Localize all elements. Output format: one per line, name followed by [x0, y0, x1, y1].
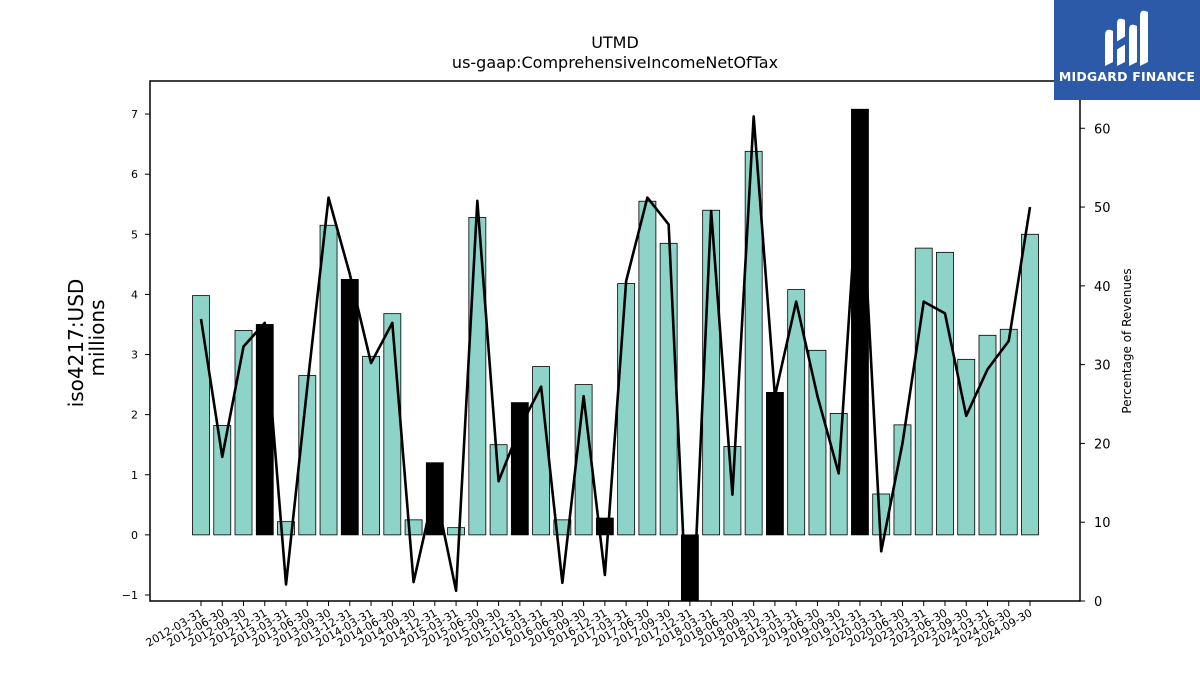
y2-tick-label: 60: [1094, 122, 1111, 137]
bar: [319, 224, 338, 536]
y-tick-label: −1: [122, 589, 138, 602]
y2-tick-label: 50: [1094, 201, 1111, 216]
bar: [213, 425, 232, 536]
brand-name: MIDGARD FINANCE: [1058, 69, 1196, 84]
bar: [192, 295, 210, 536]
percentage-line: [199, 115, 1032, 601]
bar: [553, 519, 572, 536]
bar: [978, 334, 997, 536]
bar: [893, 424, 912, 536]
y-axis: −1 0 1 2 3 4 5 6 7: [122, 108, 150, 602]
y-tick-label: 0: [131, 529, 138, 542]
bar: [362, 355, 380, 536]
bar: [659, 242, 678, 536]
brand-logo: MIDGARD FINANCE: [1054, 0, 1200, 100]
chart-title: UTMD: [591, 33, 639, 52]
y2-tick-label: 20: [1094, 437, 1111, 452]
y-tick-label: 5: [131, 228, 138, 241]
y2-tick-label: 10: [1094, 516, 1111, 531]
y-tick-label: 7: [131, 108, 138, 121]
y-tick-label: 4: [131, 288, 138, 301]
plot-border: [149, 80, 1081, 602]
bar: [787, 289, 806, 536]
bar-highlighted: [340, 278, 359, 536]
y-tick-label: 6: [131, 168, 138, 181]
bar: [489, 444, 508, 536]
midgard-m-icon: [1105, 10, 1148, 67]
bar: [532, 366, 551, 536]
y-axis-units-label: millions: [85, 299, 109, 376]
y2-tick-label: 40: [1094, 280, 1111, 295]
bar: [957, 358, 976, 536]
bar-highlighted: [766, 391, 784, 536]
y2-axis: 0 10 20 30 40 50 60: [1080, 122, 1111, 610]
bar-highlighted: [510, 402, 529, 536]
y-tick-label: 1: [131, 469, 138, 482]
percentage-line-series: [199, 115, 1032, 601]
bar: [447, 527, 465, 536]
bar: [617, 283, 636, 536]
bar-highlighted: [255, 324, 274, 536]
bar: [808, 349, 827, 536]
bar: [936, 251, 954, 536]
y-tick-label: 3: [131, 349, 138, 362]
bar: [1021, 233, 1039, 536]
y-tick-label: 2: [131, 409, 138, 422]
bar: [638, 200, 657, 536]
chart-subtitle: us-gaap:ComprehensiveIncomeNetOfTax: [452, 53, 778, 72]
y-axis-label: iso4217:USD: [64, 279, 88, 408]
bar: [914, 247, 933, 536]
y2-tick-label: 0: [1094, 595, 1102, 610]
bar-highlighted: [425, 462, 444, 536]
x-axis: 2012-03-312012-06-302012-09-302012-12-31…: [144, 601, 1035, 650]
y2-tick-label: 30: [1094, 359, 1111, 374]
bar: [999, 328, 1018, 536]
y2-axis-label: Percentage of Revenues: [1120, 268, 1134, 413]
bar: [234, 330, 253, 536]
bar: [298, 375, 317, 536]
bar-series: [192, 108, 1039, 602]
bar: [383, 313, 402, 536]
bar: [744, 150, 763, 536]
bar: [702, 209, 721, 536]
